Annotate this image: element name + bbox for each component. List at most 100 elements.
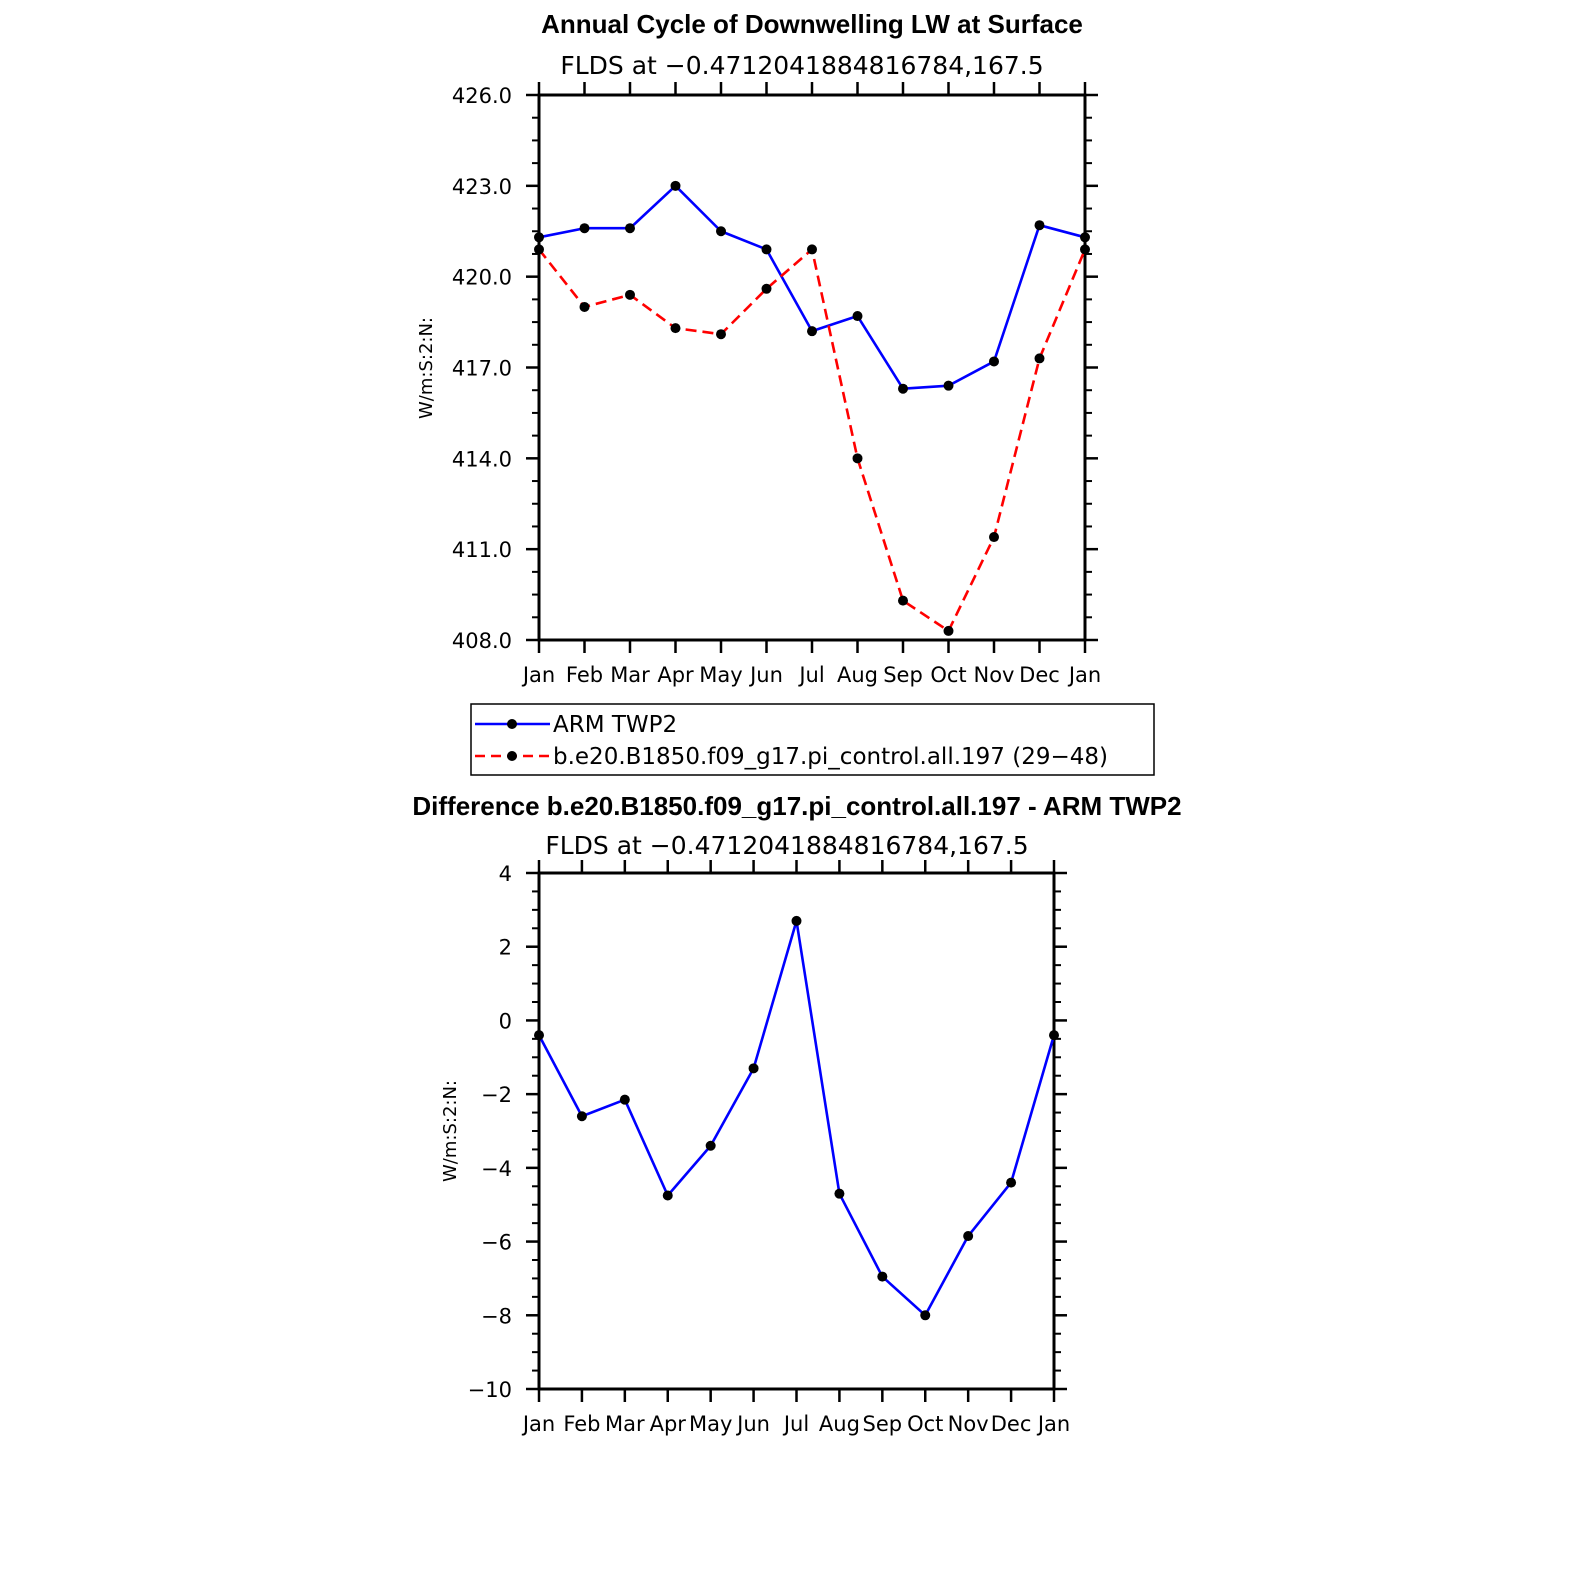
legend-marker-arm	[507, 719, 517, 729]
data-point	[943, 380, 954, 391]
y-tick-label: −6	[481, 1231, 512, 1255]
x-tick-label: May	[699, 663, 742, 687]
data-point	[963, 1231, 974, 1242]
data-point	[807, 326, 817, 337]
chart2-y-axis-label: W/m:S:2:N:	[440, 1080, 461, 1182]
data-point	[1034, 353, 1045, 364]
x-tick-label: Jan	[521, 663, 555, 687]
data-point	[534, 1030, 544, 1041]
data-point	[761, 244, 772, 255]
chart2-y-tick-labels: −10 −8 −6 −4 −2 0 2 4	[468, 862, 512, 1402]
y-tick-label: 417.0	[452, 357, 512, 381]
x-tick-label: Jan	[1067, 663, 1101, 687]
data-point	[852, 311, 863, 322]
chart1-axes	[526, 82, 1098, 653]
chart1-subtitle: FLDS at −0.4712041884816784,167.5	[560, 51, 1043, 80]
data-point	[670, 323, 681, 334]
plot-frame	[537, 93, 1087, 642]
y-tick-label: 423.0	[452, 175, 512, 199]
y-tick-label: −10	[468, 1378, 512, 1402]
data-point	[989, 532, 999, 543]
chart1-title: Annual Cycle of Downwelling LW at Surfac…	[541, 9, 1083, 39]
x-tick-label: Apr	[650, 1412, 687, 1436]
data-point	[989, 356, 999, 367]
y-tick-label: 4	[499, 862, 512, 886]
legend-box	[470, 703, 1155, 776]
data-point	[705, 1140, 716, 1151]
data-point	[670, 180, 681, 191]
data-point	[1080, 244, 1090, 255]
series-line-0	[538, 184, 1086, 390]
x-tick-label: Jun	[748, 663, 783, 687]
chart2-x-tick-labels: Jan Feb Mar Apr May Jun Jul Aug Sep Oct Nov Dec Jan	[521, 1412, 1070, 1436]
legend-label-model: b.e20.B1850.f09_g17.pi_control.all.197 (…	[553, 744, 1108, 770]
chart2-series-lines	[537, 919, 1056, 1317]
data-point	[716, 329, 726, 340]
data-point	[579, 301, 590, 312]
data-point	[791, 915, 802, 926]
chart2-title: Difference b.e20.B1850.f09_g17.pi_contro…	[412, 791, 1181, 821]
data-point	[834, 1188, 845, 1199]
x-tick-label: Apr	[657, 663, 694, 687]
x-tick-label: Feb	[566, 663, 603, 687]
x-tick-label: Jul	[782, 1412, 809, 1436]
y-tick-label: −4	[481, 1157, 512, 1181]
y-tick-label: −8	[481, 1304, 512, 1328]
x-tick-label: Dec	[991, 1412, 1032, 1436]
chart2-subtitle: FLDS at −0.4712041884816784,167.5	[545, 831, 1028, 860]
data-point	[761, 283, 772, 294]
x-tick-label: Jul	[797, 663, 824, 687]
chart1-y-axis-label: W/m:S:2:N:	[416, 317, 437, 419]
series-line-0	[537, 919, 1056, 1317]
data-point	[1006, 1177, 1017, 1188]
x-tick-label: Sep	[883, 663, 923, 687]
data-point	[619, 1094, 630, 1105]
y-tick-label: 426.0	[452, 84, 512, 108]
data-point	[943, 625, 954, 636]
x-tick-label: Nov	[948, 1412, 989, 1436]
data-point	[534, 244, 544, 255]
data-point	[748, 1063, 759, 1074]
data-point	[534, 232, 544, 243]
x-tick-label: Aug	[837, 663, 878, 687]
y-tick-label: 411.0	[452, 538, 512, 562]
y-tick-label: 420.0	[452, 266, 512, 290]
x-tick-label: Sep	[863, 1412, 903, 1436]
chart1-y-tick-labels: 408.0 411.0 414.0 417.0 420.0 423.0 426.0	[452, 84, 512, 653]
data-point	[877, 1271, 888, 1282]
difference-chart: Difference b.e20.B1850.f09_g17.pi_contro…	[412, 791, 1181, 1436]
data-point	[807, 244, 817, 255]
data-point	[1080, 232, 1090, 243]
chart2-data-points	[534, 915, 1059, 1321]
annual-cycle-chart: Annual Cycle of Downwelling LW at Surfac…	[416, 9, 1101, 687]
y-tick-label: 414.0	[452, 447, 512, 471]
data-point	[1049, 1030, 1059, 1041]
y-tick-label: 2	[499, 936, 512, 960]
data-point	[716, 226, 726, 237]
x-tick-label: Jun	[735, 1412, 770, 1436]
data-point	[576, 1111, 587, 1122]
y-tick-label: −2	[481, 1083, 512, 1107]
data-point	[662, 1190, 673, 1201]
x-tick-label: Oct	[907, 1412, 943, 1436]
data-point	[625, 289, 635, 300]
legend: ARM TWP2 b.e20.B1850.f09_g17.pi_control.…	[470, 703, 1155, 776]
legend-marker-model	[507, 751, 517, 761]
x-tick-label: Nov	[974, 663, 1015, 687]
x-tick-label: Aug	[819, 1412, 860, 1436]
x-tick-label: Dec	[1019, 663, 1060, 687]
plot-frame	[537, 871, 1056, 1391]
data-point	[1034, 220, 1045, 231]
x-tick-label: Jan	[1036, 1412, 1070, 1436]
data-point	[920, 1310, 931, 1321]
chart2-axes	[526, 860, 1067, 1402]
x-tick-label: Jan	[521, 1412, 555, 1436]
data-point	[579, 223, 590, 234]
x-tick-label: Mar	[605, 1412, 645, 1436]
y-tick-label: 0	[499, 1009, 512, 1033]
legend-label-arm: ARM TWP2	[553, 712, 677, 738]
data-point	[898, 595, 908, 606]
y-tick-label: 408.0	[452, 629, 512, 653]
x-tick-label: May	[689, 1412, 732, 1436]
